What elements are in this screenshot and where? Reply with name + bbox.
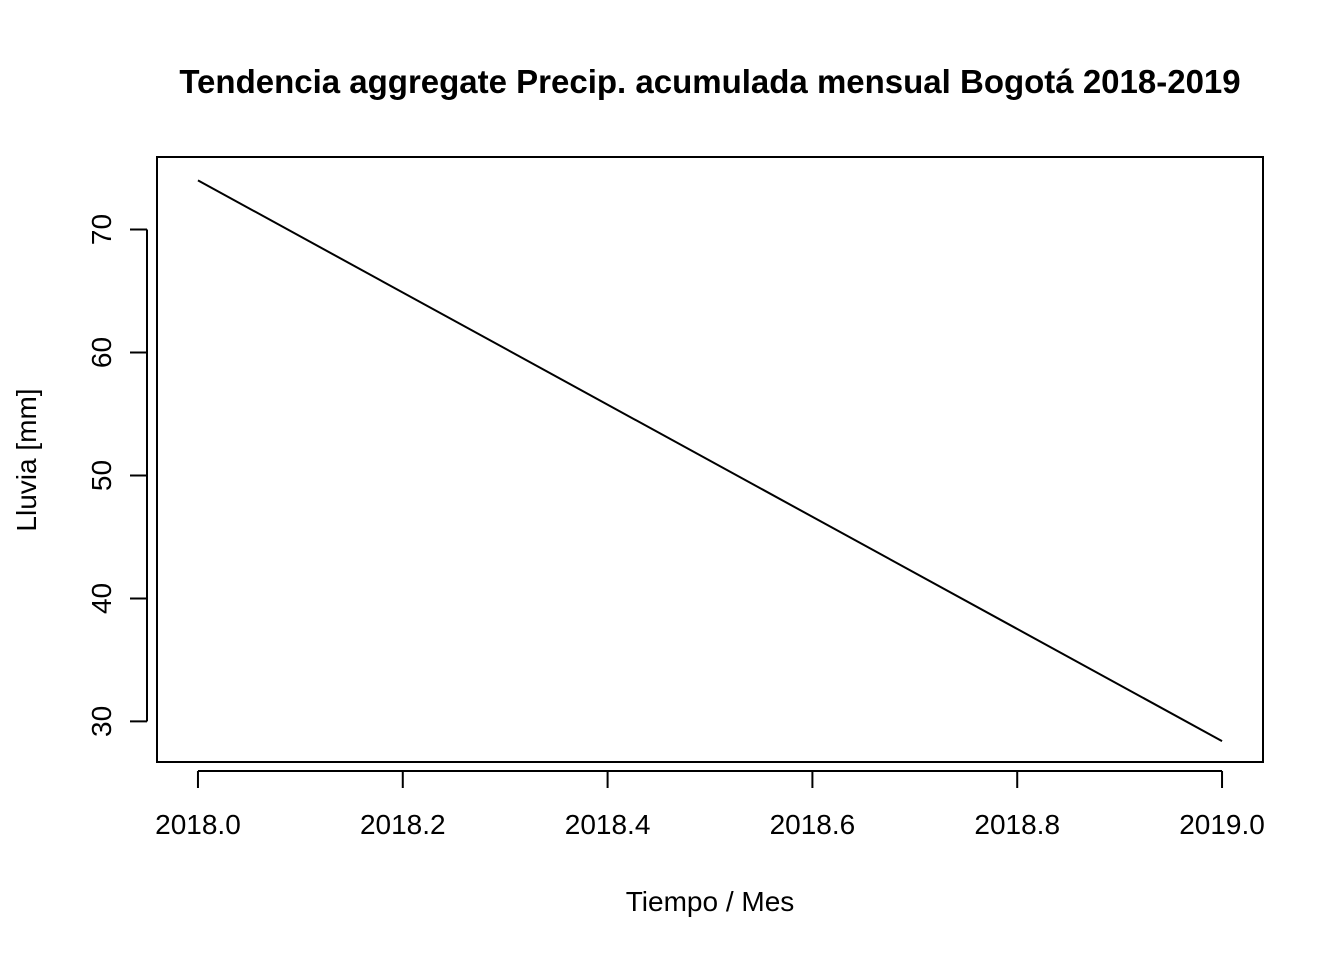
y-axis-label: Lluvia [mm] <box>11 388 42 531</box>
x-tick-label: 2018.2 <box>360 809 446 840</box>
x-tick-label: 2018.8 <box>974 809 1060 840</box>
y-axis: 30 40 50 60 70 <box>86 214 148 737</box>
x-axis: 2018.0 2018.2 2018.4 2018.6 2018.8 2019.0 <box>155 770 1265 840</box>
y-tick-label: 30 <box>86 706 117 737</box>
y-tick-label: 70 <box>86 214 117 245</box>
y-tick-label: 40 <box>86 583 117 614</box>
chart-title: Tendencia aggregate Precip. acumulada me… <box>179 63 1240 100</box>
y-tick-label: 60 <box>86 337 117 368</box>
trend-line <box>197 179 1223 742</box>
x-tick-label: 2018.0 <box>155 809 241 840</box>
x-tick-label: 2018.6 <box>770 809 856 840</box>
x-axis-label: Tiempo / Mes <box>626 886 795 917</box>
x-tick-label: 2019.0 <box>1179 809 1265 840</box>
x-tick-label: 2018.4 <box>565 809 651 840</box>
plot-frame <box>156 156 1264 763</box>
plot-series <box>197 179 1223 742</box>
y-tick-label: 50 <box>86 460 117 491</box>
